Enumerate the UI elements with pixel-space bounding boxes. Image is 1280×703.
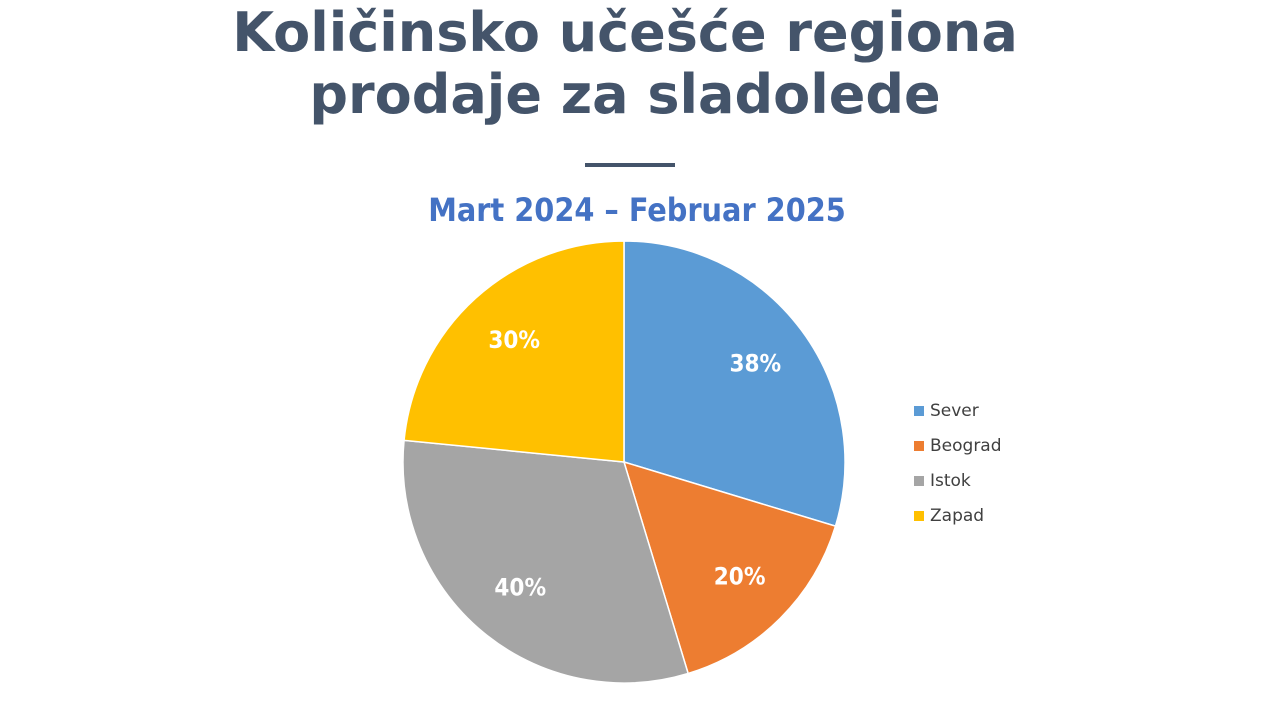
legend-swatch (914, 441, 924, 451)
pie-slice (623, 240, 846, 528)
data-label: 30% (488, 326, 540, 354)
pie-slice (402, 439, 690, 684)
legend-swatch (914, 511, 924, 521)
data-label: 40% (494, 573, 546, 601)
title-divider (585, 163, 675, 167)
chart-title: Količinsko učešće regiona prodaje za sla… (232, 1, 1018, 126)
legend-swatch (914, 406, 924, 416)
legend-label: Istok (930, 471, 971, 491)
legend-label: Beograd (930, 436, 1002, 456)
chart-subtitle: Mart 2024 – Februar 2025 (428, 191, 846, 229)
legend-label: Zapad (930, 506, 984, 526)
data-label: 20% (714, 563, 766, 591)
pie-slice (622, 460, 837, 675)
legend-label: Sever (930, 401, 979, 421)
legend-swatch (914, 476, 924, 486)
data-label: 38% (730, 350, 782, 378)
pie-slice (403, 240, 625, 463)
